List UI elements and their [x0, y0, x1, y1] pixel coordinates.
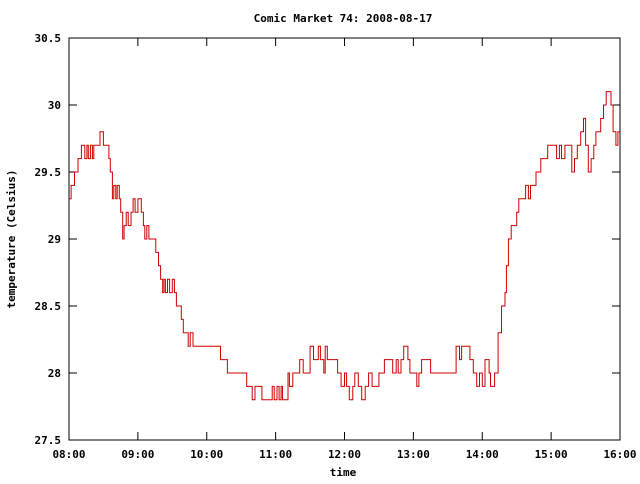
x-tick-labels: 08:00 09:00 10:00 11:00 12:00 13:00 14:00 15:00…	[52, 448, 636, 461]
y-tick-label: 29.5	[35, 166, 62, 179]
x-tick-label: 10:00	[190, 448, 223, 461]
y-tick-label: 30.5	[35, 32, 62, 45]
x-tick-label: 08:00	[52, 448, 85, 461]
y-tick-label: 29	[48, 233, 61, 246]
y-tick-label: 28	[48, 367, 61, 380]
x-tick-label: 12:00	[328, 448, 361, 461]
axis-ticks	[68, 37, 621, 441]
x-tick-label: 13:00	[397, 448, 430, 461]
y-tick-label: 27.5	[35, 434, 62, 447]
x-tick-label: 14:00	[466, 448, 499, 461]
x-tick-label: 11:00	[259, 448, 292, 461]
x-axis-title: time	[330, 466, 357, 479]
x-tick-label: 09:00	[121, 448, 154, 461]
chart-title: Comic Market 74: 2008-08-17	[254, 12, 433, 25]
y-axis-title: temperature (Celsius)	[5, 169, 18, 308]
x-tick-label: 15:00	[535, 448, 568, 461]
y-tick-labels: 27.5 28 28.5 29 29.5 30 30.5	[35, 32, 62, 447]
y-tick-label: 28.5	[35, 300, 62, 313]
y-tick-label: 30	[48, 99, 61, 112]
temperature-series-line	[69, 91, 620, 401]
x-tick-label: 16:00	[603, 448, 636, 461]
